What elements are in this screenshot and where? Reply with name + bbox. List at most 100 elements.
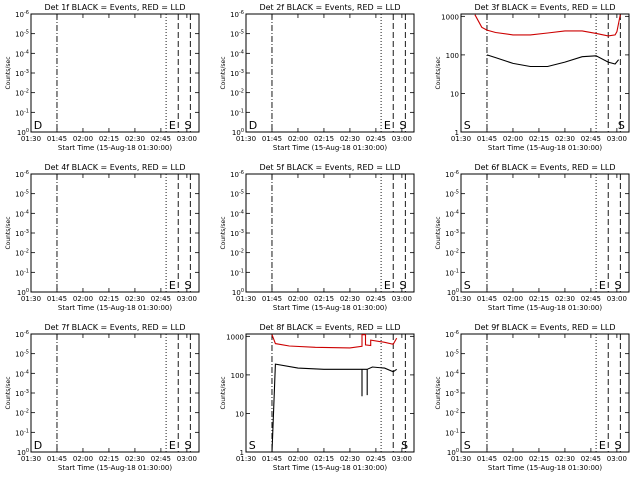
y-tick-label: 10-6: [230, 170, 244, 179]
y-tick-label: 10-2: [15, 89, 29, 98]
x-tick-label: 01:45: [477, 135, 497, 143]
x-tick-label: 01:30: [21, 295, 41, 303]
y-tick-label: 10: [450, 90, 459, 98]
plot-frame: [30, 13, 200, 133]
y-tick-label: 10-5: [15, 350, 29, 359]
x-tick-label: 02:00: [288, 135, 308, 143]
plot-frame: [460, 173, 630, 293]
x-tick-label: 02:45: [151, 295, 171, 303]
y-axis-label: Counts/sec: [220, 56, 227, 89]
annotation-letter: S: [614, 439, 621, 452]
x-tick-label: 03:00: [607, 295, 627, 303]
x-tick-label: 02:15: [99, 295, 119, 303]
annotation-letter: S: [184, 119, 191, 132]
y-axis-label: Counts/sec: [5, 376, 12, 409]
annotation-letter: E: [599, 279, 606, 292]
x-tick-label: 01:45: [47, 455, 67, 463]
y-tick-label: 10-2: [230, 249, 244, 258]
y-tick-label: 10-5: [230, 30, 244, 39]
y-tick-label: 10-3: [230, 229, 244, 238]
x-tick-label: 01:30: [21, 135, 41, 143]
annotation-letter: S: [249, 439, 256, 452]
x-tick-label: 02:30: [125, 295, 145, 303]
x-tick-label: 02:45: [581, 455, 601, 463]
y-tick-label: 10-6: [15, 330, 29, 339]
annotation-letter: S: [464, 119, 471, 132]
x-axis-label: Start Time (15-Aug-18 01:30:00): [273, 144, 387, 152]
annotation-letter: S: [184, 439, 191, 452]
x-axis-label: Start Time (15-Aug-18 01:30:00): [58, 144, 172, 152]
y-tick-label: 10-2: [15, 409, 29, 418]
y-tick-label: 10-1: [230, 268, 244, 277]
panel-title: Det 9f BLACK = Events, RED = LLD: [474, 323, 615, 332]
x-tick-label: 02:45: [151, 135, 171, 143]
panel-det-2: Det 2f BLACK = Events, RED = LLD Counts/s…: [220, 3, 415, 152]
y-tick-label: 1000: [441, 13, 459, 21]
y-tick-label: 10-4: [230, 209, 244, 218]
y-tick-label: 10-2: [15, 249, 29, 258]
plot-frame: [30, 333, 200, 453]
x-tick-label: 02:00: [73, 455, 93, 463]
annotation-letter: D: [34, 119, 42, 132]
x-tick-label: 02:00: [503, 455, 523, 463]
x-tick-label: 01:30: [236, 135, 256, 143]
x-tick-label: 02:15: [99, 135, 119, 143]
x-tick-label: 02:00: [73, 295, 93, 303]
y-tick-label: 1: [240, 449, 244, 457]
x-tick-label: 02:15: [314, 135, 334, 143]
y-tick-label: 10-3: [445, 389, 459, 398]
y-tick-label: 10-3: [445, 229, 459, 238]
panel-det-1: Det 1f BLACK = Events, RED = LLD Counts/s…: [5, 3, 200, 152]
x-tick-label: 02:45: [366, 135, 386, 143]
y-tick-label: 10-6: [445, 170, 459, 179]
annotation-letter: S: [464, 439, 471, 452]
x-tick-label: 03:00: [392, 295, 412, 303]
x-tick-label: 02:15: [529, 455, 549, 463]
x-tick-label: 01:30: [236, 455, 256, 463]
y-tick-label: 10-5: [15, 30, 29, 39]
x-tick-label: 03:00: [392, 455, 412, 463]
panel-det-5: Det 5f BLACK = Events, RED = LLD Counts/s…: [220, 163, 415, 312]
y-axis-label: Counts/sec: [435, 56, 442, 89]
x-axis-label: Start Time (15-Aug-18 01:30:00): [273, 304, 387, 312]
x-axis-label: Start Time (15-Aug-18 01:30:00): [488, 464, 602, 472]
y-tick-label: 100: [17, 448, 29, 457]
x-tick-label: 03:00: [177, 295, 197, 303]
panel-title: Det 4f BLACK = Events, RED = LLD: [44, 163, 185, 172]
panel-det-6: Det 6f BLACK = Events, RED = LLD Counts/s…: [435, 163, 630, 312]
y-axis-label: Counts/sec: [220, 216, 227, 249]
annotation-letter: E: [169, 439, 176, 452]
x-tick-label: 02:15: [529, 135, 549, 143]
x-tick-label: 03:00: [177, 135, 197, 143]
x-tick-label: 02:15: [99, 455, 119, 463]
x-tick-label: 02:15: [529, 295, 549, 303]
panel-title: Det 7f BLACK = Events, RED = LLD: [44, 323, 185, 332]
y-tick-label: 10-6: [15, 170, 29, 179]
y-tick-label: 10-1: [445, 428, 459, 437]
x-tick-label: 02:00: [288, 455, 308, 463]
x-tick-label: 02:45: [366, 295, 386, 303]
annotation-letter: S: [464, 279, 471, 292]
plot-frame: [245, 333, 415, 453]
x-tick-label: 01:45: [262, 135, 282, 143]
y-tick-label: 100: [447, 448, 459, 457]
x-tick-label: 01:45: [47, 295, 67, 303]
panel-det-4: Det 4f BLACK = Events, RED = LLD Counts/s…: [5, 163, 200, 312]
y-tick-label: 100: [232, 288, 244, 297]
annotation-letter: E: [169, 119, 176, 132]
x-tick-label: 02:45: [581, 135, 601, 143]
y-tick-label: 10-1: [15, 108, 29, 117]
x-tick-label: 02:30: [555, 455, 575, 463]
x-tick-label: 02:45: [581, 295, 601, 303]
y-tick-label: 10-4: [15, 209, 29, 218]
x-tick-label: 01:30: [236, 295, 256, 303]
x-tick-label: 01:30: [451, 455, 471, 463]
series-line-lld: [271, 334, 398, 349]
series-line-lld: [474, 14, 621, 37]
panel-det-9: Det 9f BLACK = Events, RED = LLD Counts/s…: [435, 323, 630, 472]
series-line-events: [486, 54, 620, 68]
panel-det-3: Det 3f BLACK = Events, RED = LLD Counts/s…: [435, 3, 630, 152]
x-tick-label: 02:30: [125, 135, 145, 143]
x-tick-label: 02:30: [555, 295, 575, 303]
